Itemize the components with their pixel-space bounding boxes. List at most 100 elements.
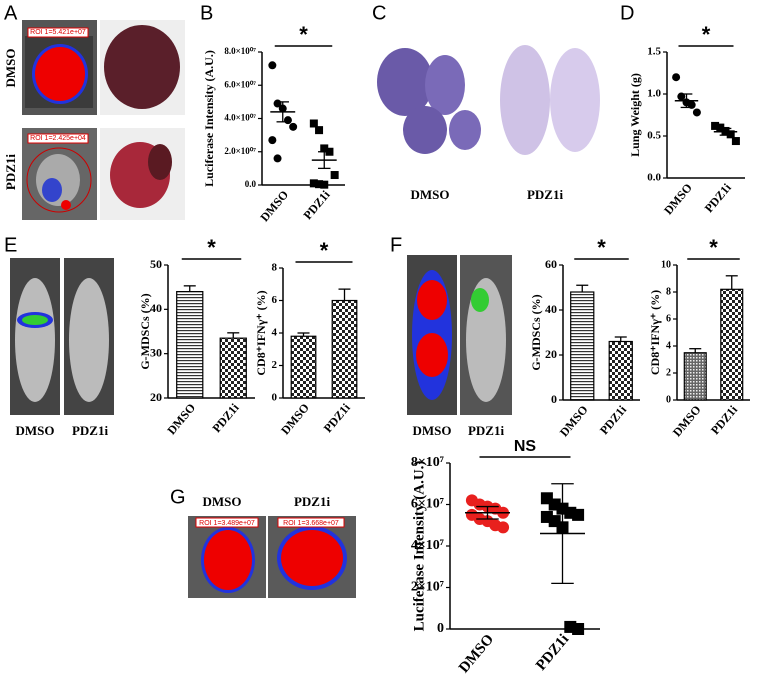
y-tick-label: 20: [150, 390, 162, 404]
y-tick-label: 6×10⁷: [411, 497, 444, 512]
y-axis-label: Luciferase Intensity (A.U.): [202, 50, 216, 187]
panel-label: D: [620, 2, 634, 24]
data-point: [572, 508, 585, 521]
y-axis-label: G-MDSCs (%): [138, 293, 152, 369]
caption: DMSO: [413, 423, 452, 438]
data-point: [330, 171, 339, 180]
x-tick-label: DMSO: [557, 403, 591, 440]
panel-label: F: [390, 234, 402, 256]
bar: [570, 291, 595, 401]
roi-label: ROI 1=3.668e+07: [283, 520, 339, 527]
x-tick-label: DMSO: [278, 401, 312, 438]
significance-label: NS: [514, 438, 537, 455]
y-tick-label: 0: [437, 621, 444, 636]
data-point: [283, 116, 292, 125]
x-tick-label: DMSO: [257, 188, 291, 225]
y-tick-label: 60: [545, 257, 557, 271]
x-tick-label: PDZ1i: [702, 180, 735, 215]
caption: DMSO: [203, 494, 242, 509]
y-tick-label: 40: [545, 302, 557, 316]
y-tick-label: 1.0: [647, 88, 661, 100]
data-point: [731, 137, 740, 146]
significance-label: *: [702, 22, 711, 47]
roi-label: ROI 1=2.425e+04: [30, 135, 86, 142]
ivis-image: [22, 20, 97, 220]
y-axis-label: G-MDSCs (%): [529, 294, 543, 370]
y-tick-label: 8×10⁷: [411, 455, 444, 470]
row-label: PDZ1i: [3, 154, 18, 191]
significance-label: *: [709, 235, 718, 260]
caption: PDZ1i: [72, 423, 109, 438]
y-axis-label: CD8⁺IFNγ⁺ (%): [648, 290, 662, 375]
y-axis-label: Lung Weight (g): [628, 73, 642, 157]
y-tick-label: 10: [661, 259, 671, 270]
caption: DMSO: [16, 423, 55, 438]
y-tick-label: 4×10⁷: [411, 538, 444, 553]
y-tick-label: 2: [666, 367, 671, 378]
data-point: [289, 122, 298, 131]
data-point: [692, 108, 701, 117]
data-point: [268, 136, 277, 145]
bar: [683, 352, 707, 401]
bar: [219, 337, 247, 399]
significance-label: *: [207, 235, 216, 260]
x-tick-label: PDZ1i: [533, 631, 572, 673]
data-point: [309, 119, 318, 128]
bar: [720, 288, 744, 401]
y-tick-label: 2×10⁷: [411, 580, 444, 595]
x-tick-label: PDZ1i: [708, 402, 741, 437]
y-tick-label: 30: [150, 345, 162, 359]
y-tick-label: 0: [551, 392, 557, 406]
y-tick-label: 8.0×10⁰⁷: [224, 46, 256, 56]
ivis-image: [188, 516, 356, 598]
data-point: [320, 180, 329, 189]
data-point: [315, 180, 324, 189]
y-axis-label: Luciferase Intensity (A.U.): [411, 461, 427, 632]
y-tick-label: 40: [150, 301, 162, 315]
y-tick-label: 6: [272, 294, 278, 306]
x-tick-label: DMSO: [164, 401, 198, 438]
data-point: [726, 130, 735, 139]
y-tick-label: 0.5: [647, 130, 661, 142]
bar: [331, 299, 358, 399]
y-tick-label: 0: [272, 392, 278, 404]
row-label: DMSO: [3, 49, 18, 88]
data-point: [672, 73, 681, 82]
x-tick-label: PDZ1i: [300, 187, 333, 222]
significance-label: *: [597, 235, 606, 260]
y-tick-label: 4: [272, 327, 278, 339]
y-tick-label: 0.0: [245, 179, 257, 189]
x-tick-label: PDZ1i: [209, 400, 242, 435]
y-axis-label: CD8⁺IFNγ⁺ (%): [254, 290, 268, 375]
x-tick-label: PDZ1i: [597, 402, 630, 437]
significance-label: *: [320, 238, 329, 263]
y-tick-label: 2.0×10⁰⁷: [224, 146, 256, 156]
data-point: [497, 521, 510, 534]
data-point: [716, 123, 725, 132]
roi-label: ROI 1=3.489e+07: [199, 520, 255, 527]
data-point: [711, 121, 720, 130]
x-tick-label: DMSO: [661, 181, 695, 218]
roi-label: ROI 1=5.421e+07: [30, 29, 86, 36]
histology-image: [377, 45, 600, 155]
data-point: [320, 144, 329, 153]
bar: [290, 335, 317, 399]
y-tick-label: 1.5: [647, 46, 661, 58]
data-point: [273, 154, 282, 163]
data-point: [572, 623, 585, 635]
x-tick-label: PDZ1i: [321, 400, 354, 435]
y-tick-label: 4.0×10⁰⁷: [224, 113, 256, 123]
bar: [608, 340, 633, 401]
y-tick-label: 2: [272, 359, 278, 371]
x-tick-label: DMSO: [670, 403, 704, 440]
y-tick-label: 50: [150, 257, 162, 271]
caption: DMSO: [411, 187, 450, 202]
data-point: [309, 179, 318, 188]
lung-photo: [100, 20, 185, 220]
significance-label: *: [299, 22, 308, 47]
panel-label: C: [372, 2, 386, 24]
y-tick-label: 0: [666, 394, 671, 405]
panel-label: B: [200, 2, 213, 24]
caption: PDZ1i: [468, 423, 505, 438]
